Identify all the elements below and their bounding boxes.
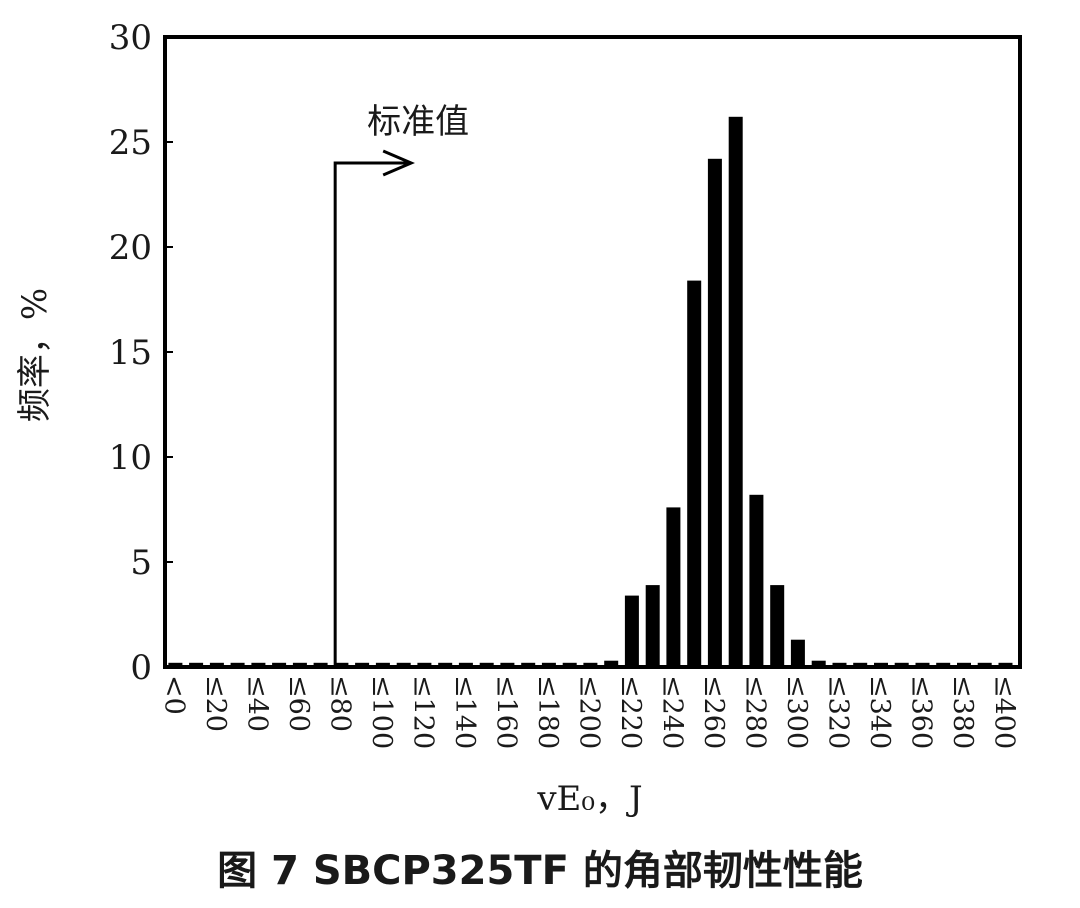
x-tick-label-10: ≤200	[573, 675, 604, 749]
x-tick-label-13: ≤260	[698, 675, 729, 749]
bar-25	[687, 280, 702, 667]
bar-19	[562, 662, 577, 667]
annotation-layer: 标准值	[333, 102, 469, 667]
bar-10	[375, 662, 390, 667]
bar-8	[334, 662, 349, 667]
x-tick-label-3: ≤60	[283, 675, 314, 732]
bar-30	[790, 639, 805, 667]
bar-11	[396, 662, 411, 667]
x-tick-label-14: ≤280	[739, 675, 770, 749]
arrow-right-icon	[382, 149, 415, 177]
bar-31	[811, 660, 826, 667]
bar-34	[874, 662, 888, 667]
y-tick-label-5: 25	[109, 123, 152, 163]
bar-2	[209, 662, 224, 667]
standard-value-line	[333, 161, 411, 667]
bar-32	[832, 662, 847, 667]
bar-29	[770, 585, 785, 667]
bar-33	[853, 662, 868, 667]
plot-frame	[163, 35, 1022, 669]
bar-37	[936, 662, 951, 667]
bar-6	[292, 662, 307, 667]
bar-24	[666, 507, 681, 667]
bars-layer	[168, 116, 1013, 668]
standard-value-label: 标准值	[367, 102, 469, 142]
x-tick-labels: <0 ≤20 ≤40 ≤60 ≤80 ≤100 ≤120 ≤140 ≤160 ≤180 ≤200 ≤2…	[158, 675, 1019, 749]
x-tick-label-9: ≤180	[532, 675, 563, 749]
x-tick-label-7: ≤140	[449, 675, 480, 749]
x-tick-label-5: ≤100	[366, 675, 397, 749]
x-tick-label-8: ≤160	[490, 675, 521, 749]
x-tick-label-15: ≤300	[781, 675, 812, 749]
bar-16	[500, 662, 515, 667]
bar-26	[707, 158, 722, 668]
x-axis-label: vE₀，J	[536, 779, 642, 819]
bar-5	[272, 662, 287, 667]
y-tick-label-4: 20	[109, 228, 152, 268]
bar-36	[915, 662, 930, 667]
y-tick-label-3: 15	[109, 333, 152, 373]
x-tick-label-17: ≤340	[864, 675, 895, 749]
y-tick-label-1: 5	[130, 543, 152, 583]
bar-7	[313, 662, 328, 667]
bar-21	[604, 660, 619, 667]
bar-3	[230, 662, 245, 667]
y-tick-label-0: 0	[130, 648, 152, 688]
bar-40	[998, 662, 1013, 667]
bar-39	[977, 662, 992, 667]
x-tick-label-19: ≤380	[947, 675, 978, 749]
bar-20	[583, 662, 598, 667]
x-tick-label-11: ≤220	[615, 675, 646, 749]
bar-28	[749, 494, 764, 667]
y-tick-label-2: 10	[109, 438, 152, 478]
bar-17	[521, 662, 536, 667]
bar-15	[479, 662, 494, 667]
bar-4	[251, 662, 266, 667]
bar-38	[957, 662, 971, 667]
y-tick-labels: 0 5 10 15 20 25 30	[109, 18, 173, 688]
x-tick-label-20: ≤400	[989, 675, 1020, 749]
y-axis-label: 频率，%	[15, 288, 55, 422]
bar-13	[438, 662, 453, 667]
x-tick-label-16: ≤320	[823, 675, 854, 749]
bar-1	[189, 662, 204, 667]
x-tick-label-6: ≤120	[407, 675, 438, 749]
x-tick-label-2: ≤40	[241, 675, 272, 732]
x-tick-label-1: ≤20	[200, 675, 231, 732]
x-tick-label-0: <0	[158, 675, 189, 715]
bar-22	[624, 595, 639, 667]
bar-23	[645, 585, 660, 667]
x-tick-label-12: ≤240	[656, 675, 687, 749]
bar-27	[728, 116, 743, 668]
x-tick-label-18: ≤360	[906, 675, 937, 749]
bar-0	[168, 662, 183, 667]
y-tick-label-6: 30	[109, 18, 152, 58]
bar-9	[355, 662, 370, 667]
bar-14	[458, 662, 473, 667]
bar-12	[417, 662, 432, 667]
x-tick-label-4: ≤80	[324, 675, 355, 732]
bar-35	[894, 662, 909, 667]
figure-caption: 图 7 SBCP325TF 的角部韧性性能	[217, 848, 863, 894]
bar-18	[541, 662, 556, 667]
